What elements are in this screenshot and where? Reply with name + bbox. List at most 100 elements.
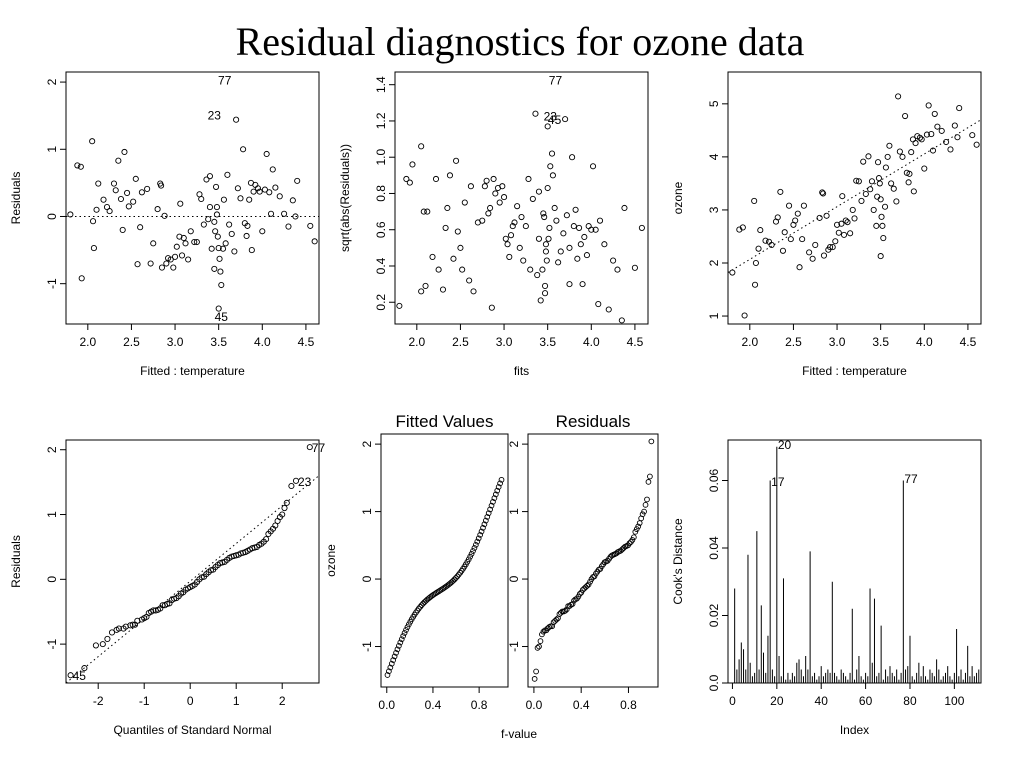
data-point	[823, 212, 830, 219]
data-point	[631, 534, 637, 541]
data-point	[144, 185, 151, 192]
plot-frame	[527, 433, 659, 688]
data-point	[762, 237, 769, 244]
y-tick-label: 2	[45, 78, 59, 85]
data-point	[874, 193, 881, 200]
data-point	[542, 248, 549, 255]
data-point	[488, 304, 495, 311]
y-tick-label: 0.06	[707, 468, 721, 492]
data-point	[542, 282, 549, 289]
data-point	[92, 642, 99, 649]
data-point	[496, 199, 503, 206]
data-point	[896, 148, 903, 155]
data-point	[934, 123, 941, 130]
y-tick-label: -1	[360, 641, 374, 652]
data-point	[473, 541, 479, 548]
y-tick-label: 1.0	[374, 149, 388, 166]
data-point	[248, 247, 255, 254]
x-tick-label: 4.0	[254, 335, 271, 349]
point-label: 77	[312, 441, 326, 455]
data-point	[542, 241, 549, 248]
data-point	[566, 281, 573, 288]
data-point	[809, 255, 816, 262]
data-point	[484, 514, 491, 520]
data-point	[610, 257, 617, 264]
data-point	[589, 163, 597, 170]
data-point	[418, 602, 425, 608]
data-point	[430, 592, 436, 598]
data-point	[578, 589, 585, 596]
data-point	[191, 238, 198, 246]
data-point	[621, 204, 628, 212]
x-axis-label: fits	[514, 364, 529, 378]
data-point	[642, 501, 649, 508]
data-point	[259, 228, 266, 235]
data-point	[516, 244, 523, 251]
data-point	[969, 132, 976, 139]
data-point	[544, 184, 551, 192]
data-point	[150, 607, 157, 614]
data-point	[167, 256, 174, 263]
data-point	[840, 231, 848, 238]
data-point	[583, 252, 590, 259]
data-point	[228, 230, 235, 238]
data-point	[215, 305, 222, 312]
x-tick-label: 80	[903, 694, 917, 708]
data-point	[507, 232, 515, 239]
data-point	[629, 537, 636, 543]
y-tick-label: 0.4	[374, 257, 388, 274]
data-point	[81, 665, 88, 672]
plot-frame	[65, 439, 320, 684]
data-point	[250, 188, 257, 195]
x-tick-label: 4.0	[583, 335, 600, 349]
data-point	[858, 197, 865, 204]
data-point	[74, 162, 81, 169]
data-point	[292, 477, 300, 484]
data-point	[553, 616, 560, 623]
data-point	[444, 204, 451, 212]
y-axis-label: Cook's Distance	[671, 518, 685, 605]
data-point	[477, 532, 483, 538]
data-point	[422, 282, 429, 289]
x-tick-label: 0.0	[526, 698, 543, 712]
point-label: 45	[73, 669, 87, 683]
data-point	[838, 220, 845, 227]
data-point	[487, 204, 494, 212]
data-point	[585, 581, 592, 588]
data-point	[918, 136, 925, 143]
data-point	[546, 224, 553, 231]
data-point	[220, 196, 227, 203]
data-point	[391, 653, 398, 660]
x-tick-label: 4.5	[627, 335, 644, 349]
x-tick-label: 2.0	[79, 335, 96, 349]
y-tick-label: 0.04	[707, 536, 721, 560]
y-tick-label: 0	[45, 213, 59, 220]
data-point	[176, 233, 183, 240]
data-point	[435, 266, 442, 273]
x-tick-label: 4.0	[916, 335, 933, 349]
data-point	[916, 134, 923, 141]
data-point	[212, 228, 219, 235]
data-point	[459, 266, 466, 273]
data-point	[893, 198, 900, 205]
x-tick-label: 4.5	[298, 335, 315, 349]
x-tick-label: 20	[770, 694, 784, 708]
data-point	[645, 479, 652, 485]
plot-frame	[380, 433, 509, 688]
data-point	[180, 234, 187, 242]
x-tick-label: 3.5	[872, 335, 889, 349]
data-point	[108, 629, 116, 636]
data-point	[390, 657, 397, 663]
y-tick-label: 1.4	[374, 76, 388, 93]
data-point	[531, 676, 538, 682]
data-point	[877, 253, 884, 260]
data-point	[170, 264, 177, 271]
data-point	[879, 222, 886, 229]
data-point	[178, 252, 186, 259]
chart-panel-rf-spread-0: 0.0 0.4 0.8 -1 0 1 2 ozone Fitted Values	[324, 412, 509, 712]
data-point	[77, 163, 84, 170]
data-point	[289, 197, 296, 204]
x-tick-label: 40	[815, 694, 829, 708]
point-label: 23	[208, 108, 222, 122]
